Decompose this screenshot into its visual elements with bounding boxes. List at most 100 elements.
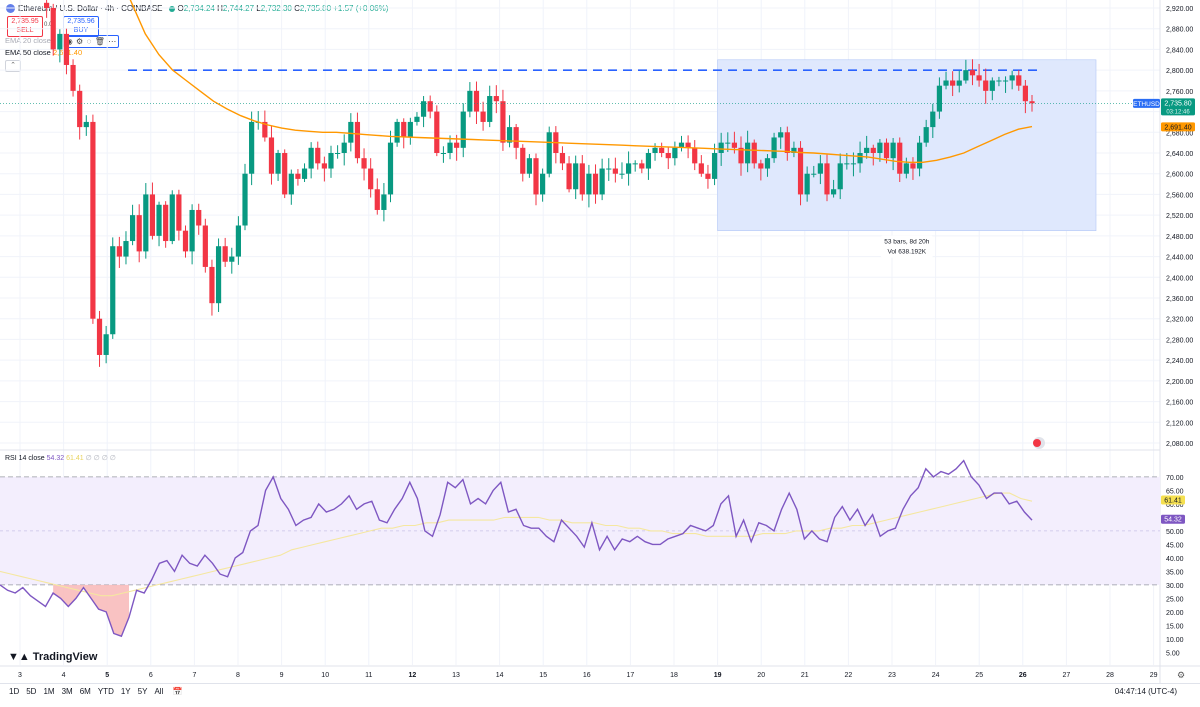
measure-volume-label: Vol 638.192K bbox=[887, 249, 926, 256]
candle-body bbox=[837, 163, 843, 190]
candle-body bbox=[301, 168, 308, 179]
calendar-icon[interactable]: 📅 bbox=[172, 687, 183, 696]
candle-body bbox=[262, 121, 268, 138]
ema20-legend[interactable]: EMA 20 close bbox=[5, 36, 51, 45]
time-tick-label: 23 bbox=[888, 672, 896, 679]
rsi-tick-label: 15.00 bbox=[1166, 623, 1184, 630]
timeframe-3m[interactable]: 3M bbox=[61, 687, 73, 696]
timeframe-1y[interactable]: 1Y bbox=[120, 687, 131, 696]
tradingview-logo[interactable]: ▼▲ TradingView bbox=[8, 651, 98, 663]
clock[interactable]: 04:47:14 (UTC-4) bbox=[1114, 687, 1177, 696]
candle-body bbox=[176, 194, 182, 231]
timeframe-all[interactable]: All bbox=[154, 687, 164, 696]
candle-body bbox=[844, 163, 850, 165]
delete-icon[interactable]: 🗑 bbox=[94, 37, 105, 46]
timeframe-6m[interactable]: 6M bbox=[79, 687, 91, 696]
candle-body bbox=[870, 147, 876, 153]
candle-body bbox=[401, 121, 407, 138]
candle-body bbox=[751, 142, 757, 164]
candle-body bbox=[692, 147, 698, 164]
candle-body bbox=[275, 153, 281, 174]
timeframe-1d[interactable]: 1D bbox=[9, 687, 20, 696]
candle-body bbox=[235, 225, 241, 257]
rsi-tick-label: 30.00 bbox=[1166, 583, 1184, 590]
candle-body bbox=[811, 173, 817, 175]
candle-body bbox=[321, 163, 327, 169]
time-tick-label: 29 bbox=[1150, 672, 1158, 679]
rsi-legend[interactable]: RSI 14 close 54.32 61.41 ∅ ∅ ∅ ∅ bbox=[5, 455, 116, 462]
candle-body bbox=[711, 153, 718, 179]
candle-body bbox=[116, 246, 122, 257]
candle-body bbox=[738, 147, 744, 164]
candle-body bbox=[831, 189, 837, 195]
timeframe-ytd[interactable]: YTD bbox=[97, 687, 114, 696]
candle-body bbox=[222, 246, 228, 262]
candle-body bbox=[202, 225, 208, 267]
rsi-tag: 54.32 bbox=[1164, 517, 1182, 524]
rsi-line bbox=[0, 459, 1033, 638]
candle-body bbox=[335, 153, 341, 154]
candle-body bbox=[209, 266, 215, 304]
eye-icon[interactable]: ◉ bbox=[65, 37, 73, 46]
candle-body bbox=[156, 204, 162, 236]
rsi-ma-tag: 61.41 bbox=[1164, 498, 1182, 505]
buy-button[interactable]: 2,735.96 BUY bbox=[63, 16, 99, 37]
candle-body bbox=[143, 194, 149, 252]
candle-body bbox=[70, 64, 76, 91]
candle-body bbox=[50, 8, 56, 50]
price-tick-label: 2,440.00 bbox=[1166, 255, 1193, 262]
candle-body bbox=[368, 168, 374, 190]
candle-body bbox=[103, 334, 109, 355]
candle-body bbox=[672, 147, 678, 159]
candle-body bbox=[420, 101, 427, 117]
measure-bars-label: 53 bars, 8d 20h bbox=[884, 239, 930, 246]
candle-body bbox=[513, 127, 519, 148]
timeframe-1m[interactable]: 1M bbox=[43, 687, 55, 696]
candle-body bbox=[645, 153, 652, 169]
candle-body bbox=[361, 158, 367, 169]
more-icon[interactable]: ⋯ bbox=[108, 37, 117, 46]
time-tick-label: 18 bbox=[670, 672, 678, 679]
time-tick-label: 25 bbox=[975, 672, 983, 679]
timeframe-5d[interactable]: 5D bbox=[26, 687, 37, 696]
candle-body bbox=[196, 209, 202, 226]
candle-body bbox=[57, 33, 63, 50]
sell-button[interactable]: 2,735.95 SELL bbox=[7, 16, 43, 37]
time-tick-label: 9 bbox=[280, 672, 284, 679]
price-tick-label: 2,600.00 bbox=[1166, 172, 1193, 179]
candle-body bbox=[797, 147, 804, 195]
time-tick-label: 14 bbox=[496, 672, 504, 679]
last-price-tag-box bbox=[1161, 98, 1195, 116]
candle-body bbox=[546, 132, 552, 174]
candle-body bbox=[169, 194, 175, 242]
candle-body bbox=[288, 173, 294, 195]
candle-body bbox=[268, 137, 275, 174]
time-tick-label: 16 bbox=[583, 672, 591, 679]
price-tick-label: 2,840.00 bbox=[1166, 47, 1193, 54]
candle-body bbox=[83, 121, 89, 128]
price-tick-label: 2,120.00 bbox=[1166, 420, 1193, 427]
settings-icon[interactable]: ⚙ bbox=[76, 37, 84, 46]
measure-label-box bbox=[880, 235, 933, 258]
candle-body bbox=[77, 90, 83, 128]
symbol-tag: ETHUSD bbox=[1133, 101, 1160, 108]
candle-body bbox=[387, 142, 394, 195]
timeframe-5y[interactable]: 5Y bbox=[137, 687, 148, 696]
candle-body bbox=[215, 246, 222, 304]
candle-body bbox=[903, 163, 909, 174]
candle-body bbox=[817, 163, 823, 174]
time-tick-label: 22 bbox=[845, 672, 853, 679]
time-tick-label: 26 bbox=[1019, 672, 1027, 679]
candle-body bbox=[632, 163, 638, 165]
candle-body bbox=[136, 215, 142, 252]
candle-body bbox=[533, 158, 539, 195]
candle-body bbox=[96, 318, 103, 355]
source-icon[interactable]: ◌ bbox=[86, 37, 92, 46]
bottom-toolbar: 1D 5D 1M 3M 6M YTD 1Y 5Y All 📅 04:47:14 (UTC-4) bbox=[0, 683, 1200, 707]
candle-body bbox=[559, 153, 566, 164]
ethereum-icon bbox=[6, 4, 15, 14]
candle-body bbox=[328, 153, 334, 169]
candle-body bbox=[969, 70, 976, 76]
price-tick-label: 2,360.00 bbox=[1166, 296, 1193, 303]
